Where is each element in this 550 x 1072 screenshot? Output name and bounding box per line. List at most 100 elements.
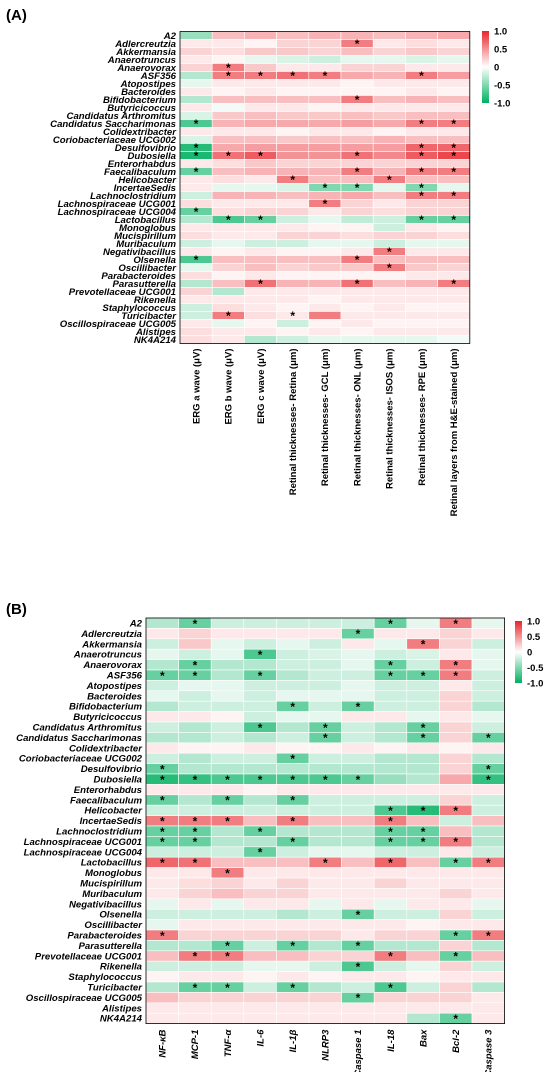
- significance-star: *: [193, 658, 198, 672]
- significance-star: *: [421, 638, 426, 652]
- row-label: Desulfovibrio: [115, 143, 176, 154]
- significance-star: *: [421, 835, 426, 849]
- heatmap-cell: [210, 888, 245, 900]
- row-label: Colidextribacter: [103, 127, 177, 138]
- row-label: Rikenella: [134, 295, 177, 306]
- heatmap-cell: [244, 47, 277, 56]
- heatmap-cell: [439, 732, 473, 744]
- heatmap-cell: [372, 327, 406, 336]
- heatmap-cell: [341, 1012, 375, 1024]
- heatmap-cell: [211, 199, 245, 208]
- heatmap-cell: [406, 763, 440, 775]
- heatmap-cell: [437, 103, 471, 112]
- heatmap-cell: [244, 311, 277, 320]
- row-label: ASF356: [140, 71, 177, 82]
- significance-star: *: [323, 731, 328, 745]
- heatmap-cell: [211, 271, 245, 280]
- heatmap-cell: [276, 127, 310, 136]
- row-label: Mucispirillum: [114, 231, 176, 242]
- heatmap-cell: [308, 825, 342, 837]
- heatmap-cell: [373, 700, 408, 712]
- heatmap-cell: [308, 223, 342, 232]
- heatmap-cell: [179, 31, 213, 40]
- heatmap-cell: [372, 199, 406, 208]
- heatmap-cell: [406, 971, 440, 983]
- heatmap-cell: [471, 617, 505, 629]
- heatmap-cell: [308, 752, 342, 764]
- significance-star: *: [290, 752, 295, 766]
- significance-star: *: [193, 773, 198, 787]
- significance-star: *: [451, 141, 456, 155]
- heatmap-cell: [406, 700, 440, 712]
- significance-star: *: [194, 149, 199, 163]
- heatmap-cell: [276, 669, 310, 681]
- heatmap-cell: [373, 711, 408, 723]
- significance-star: *: [226, 61, 231, 75]
- significance-star: *: [486, 856, 491, 870]
- heatmap-cell: [308, 271, 342, 280]
- heatmap-cell: [276, 223, 310, 232]
- heatmap-cell: [178, 1002, 212, 1014]
- heatmap-cell: [243, 1002, 277, 1014]
- heatmap-cell: [437, 239, 471, 248]
- heatmap-cell: [372, 135, 406, 144]
- heatmap-cell: [405, 31, 438, 40]
- heatmap-cell: [308, 669, 342, 681]
- heatmap-cell: [439, 763, 473, 775]
- significance-star: *: [451, 213, 456, 227]
- heatmap-cell: [210, 711, 245, 723]
- heatmap-cell: [179, 71, 213, 80]
- row-label: Mucispirillum: [80, 879, 142, 890]
- significance-star: *: [290, 794, 295, 808]
- significance-star: *: [419, 165, 424, 179]
- significance-star: *: [355, 277, 360, 291]
- heatmap-cell: [341, 669, 375, 681]
- heatmap-cell: [372, 151, 406, 160]
- significance-star: *: [421, 669, 426, 683]
- significance-star: *: [225, 981, 230, 995]
- heatmap-cell: [210, 648, 245, 660]
- heatmap-cell: [373, 784, 408, 796]
- heatmap-cell: [145, 648, 179, 660]
- heatmap-cell: [178, 752, 212, 764]
- heatmap-cell: [372, 223, 406, 232]
- significance-star: *: [194, 141, 199, 155]
- heatmap-cell: [276, 119, 310, 128]
- heatmap-cell: [340, 319, 374, 328]
- heatmap-cell: [211, 95, 245, 104]
- heatmap-cell: [178, 711, 212, 723]
- heatmap-cell: [178, 638, 212, 650]
- heatmap-cell: [276, 207, 310, 216]
- heatmap-cell: [211, 295, 245, 304]
- heatmap-cell: [211, 335, 245, 344]
- significance-star: *: [421, 825, 426, 839]
- significance-star: *: [194, 253, 199, 267]
- heatmap-cell: [405, 231, 438, 240]
- heatmap-cell: [276, 263, 310, 272]
- row-label: IncertaeSedis: [80, 816, 142, 827]
- heatmap-cell: [340, 303, 374, 312]
- colorbar-tick-label: 1.0: [527, 617, 540, 628]
- heatmap-cell: [276, 47, 310, 56]
- significance-star: *: [419, 141, 424, 155]
- heatmap-cell: [308, 159, 342, 168]
- column-label: IL-1β: [288, 1030, 299, 1053]
- heatmap-cell: [341, 815, 375, 827]
- heatmap-cell: [439, 981, 473, 993]
- heatmap-cell: [372, 111, 406, 120]
- row-label: Lachnospiraceae UCG001: [24, 837, 142, 848]
- heatmap-cell: [340, 71, 374, 80]
- significance-star: *: [388, 835, 393, 849]
- significance-star: *: [388, 981, 393, 995]
- heatmap-cell: [244, 303, 277, 312]
- significance-star: *: [160, 794, 165, 808]
- heatmap-cell: [471, 888, 505, 900]
- heatmap-cell: [373, 888, 408, 900]
- significance-star: *: [160, 669, 165, 683]
- heatmap-cell: [243, 888, 277, 900]
- heatmap-cell: [406, 981, 440, 993]
- heatmap-cell: [308, 981, 342, 993]
- heatmap-cell: [244, 103, 277, 112]
- heatmap-cell: [471, 711, 505, 723]
- row-label: Turicibacter: [87, 983, 143, 994]
